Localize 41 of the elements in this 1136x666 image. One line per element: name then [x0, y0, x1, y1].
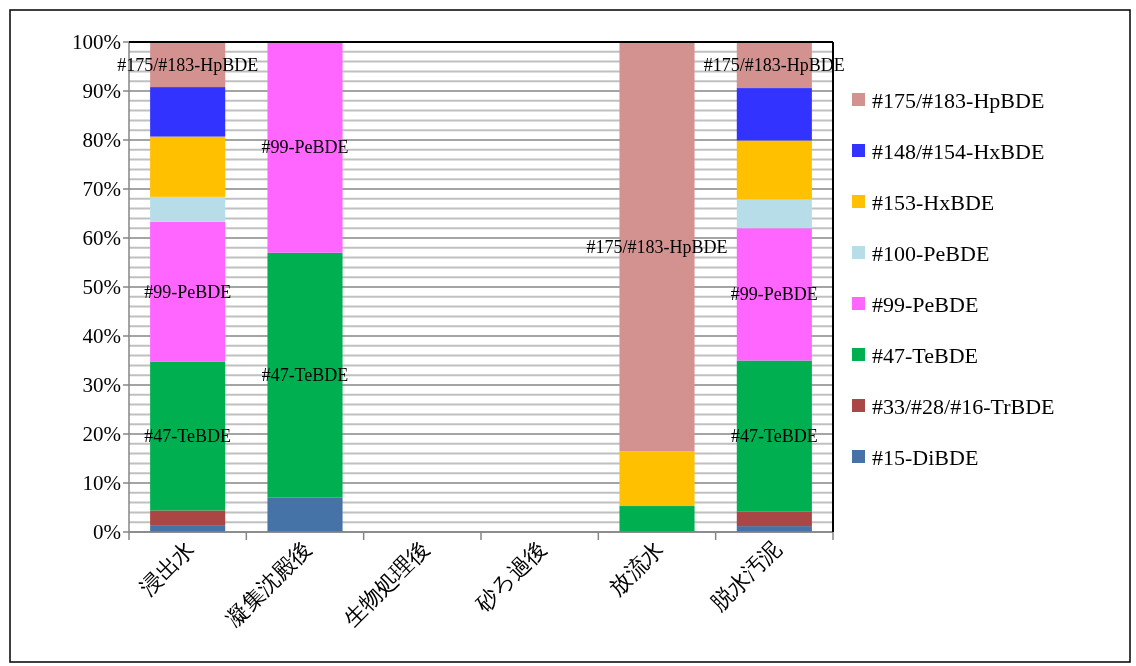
y-tick-label: 70% [82, 177, 121, 201]
bar [150, 510, 226, 526]
legend-label: #33/#28/#16-TrBDE [872, 394, 1055, 419]
y-tick-label: 40% [82, 324, 121, 348]
bar [736, 199, 812, 229]
legend-label: #153-HxBDE [872, 190, 995, 215]
bar [736, 140, 812, 200]
y-tick-label: 0% [93, 520, 121, 544]
legend-label: #99-PeBDE [872, 292, 979, 317]
y-tick-label: 30% [82, 373, 121, 397]
bar [150, 136, 226, 197]
bar [150, 196, 226, 222]
x-tick-label: 砂ろ過後 [469, 535, 552, 618]
y-tick-label: 10% [82, 471, 121, 495]
bar [267, 497, 343, 532]
bar [736, 88, 812, 141]
bar [619, 506, 695, 532]
y-tick-label: 80% [82, 128, 121, 152]
x-tick-label: 生物処理後 [338, 535, 434, 632]
bar [619, 451, 695, 507]
annotation: #99-PeBDE [261, 137, 349, 158]
y-tick-label: 60% [82, 226, 121, 250]
y-tick-label: 20% [82, 422, 121, 446]
x-tick-label: 脱水汚泥 [705, 535, 786, 616]
x-tick-label: 浸出水 [134, 535, 200, 601]
annotation: #175/#183-HpBDE [117, 54, 259, 75]
legend-label: #148/#154-HxBDE [872, 139, 1045, 164]
legend-label: #175/#183-HpBDE [872, 88, 1045, 113]
y-tick-label: 100% [72, 30, 121, 54]
legend-label: #100-PeBDE [872, 241, 990, 266]
legend-label: #47-TeBDE [872, 343, 978, 368]
y-tick-label: 50% [82, 275, 121, 299]
y-tick-label: 90% [82, 79, 121, 103]
bar [150, 87, 226, 137]
annotation: #99-PeBDE [144, 281, 232, 302]
annotation: #99-PeBDE [730, 284, 818, 305]
annotation: #175/#183-HpBDE [586, 236, 728, 257]
x-tick-label: 凝集沈殿後 [221, 535, 317, 632]
legend-label: #15-DiBDE [872, 445, 979, 470]
x-tick-label: 放流水 [604, 535, 669, 601]
bar [736, 511, 812, 527]
